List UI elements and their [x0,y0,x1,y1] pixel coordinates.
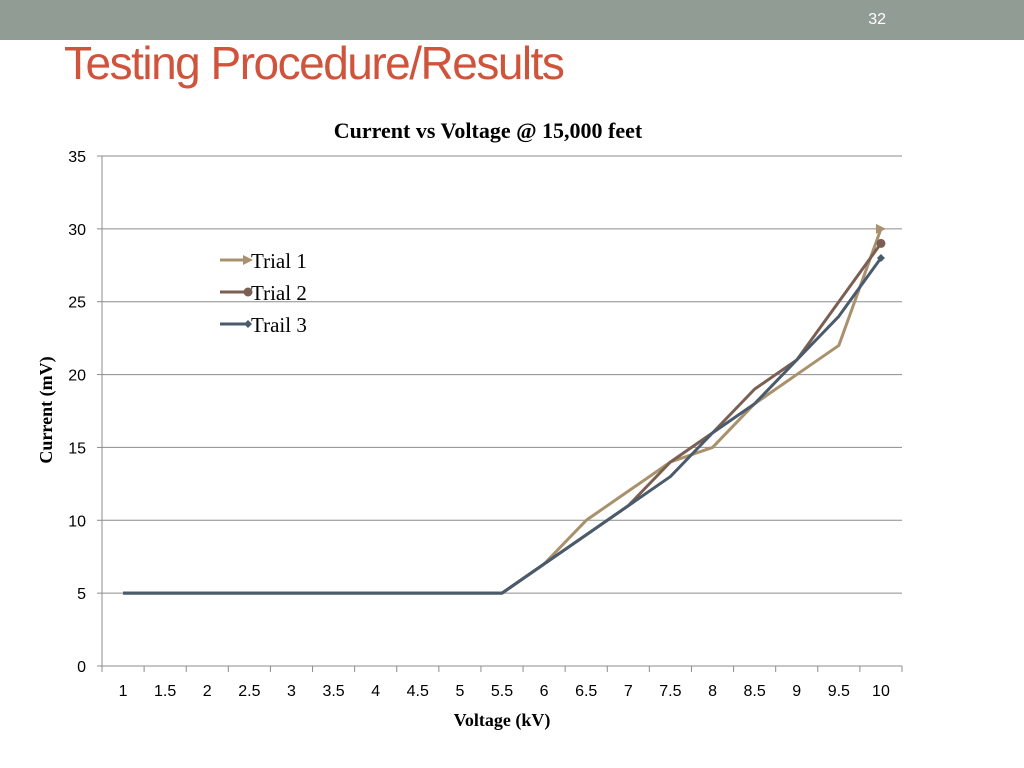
x-tick-label: 6.5 [575,683,597,700]
legend-item-2-label: Trial 2 [251,281,307,305]
chart-title: Current vs Voltage @ 15,000 feet [334,118,643,143]
x-tick-label: 2 [203,683,212,700]
legend-item-1-label: Trial 1 [251,249,307,273]
legend-item-1: Trial 1 [220,249,307,273]
x-tick-label: 4.5 [407,683,429,700]
x-axis-title: Voltage (kV) [454,710,551,731]
x-tick-label: 10 [872,683,890,700]
y-tick-label: 30 [68,222,86,239]
legend-item-2: Trial 2 [220,281,307,305]
slide-title: Testing Procedure/Results [64,37,565,89]
legend-item-1-marker [243,255,253,265]
series-2-marker [876,238,886,248]
axes [97,155,903,672]
series-2-line [123,242,883,595]
x-tick-label: 8.5 [744,683,766,700]
x-tick-label: 7 [624,683,633,700]
legend: Trial 1 Trial 2 Trail 3 [220,249,307,337]
x-tick-label: 5 [455,683,464,700]
x-tick-label: 1 [119,683,128,700]
legend-item-3-marker [244,320,252,328]
legend-item-2-marker [243,287,253,297]
y-axis-title: Current (mV) [36,356,57,463]
x-tick-label: 6 [540,683,549,700]
x-tick-label: 5.5 [491,683,513,700]
x-tick-label: 9 [792,683,801,700]
series-1 [123,223,886,595]
y-tick-label: 25 [68,295,86,312]
top-bar: 32 [0,0,1024,40]
x-tick-label: 3.5 [322,683,344,700]
y-tick-label: 15 [68,440,86,457]
y-tick-label: 0 [77,659,86,676]
x-tick-label: 1.5 [154,683,176,700]
x-tick-label: 4 [371,683,380,700]
x-tick-label: 7.5 [659,683,681,700]
tick-labels: 0 5 10 15 20 25 30 35 1 1.5 2 2.5 3 3.5 4 4.5 5 5.5 6 6.5 7 7… [68,149,890,700]
slide-number: 32 [868,11,886,28]
series-3-marker [876,254,885,262]
series-1-marker [875,223,886,234]
y-tick-label: 20 [68,368,86,385]
x-tick-label: 9.5 [828,683,850,700]
grid [102,155,902,594]
x-tick-label: 2.5 [238,683,260,700]
series-group [123,223,886,595]
y-tick-label: 10 [68,513,86,530]
x-tick-label: 3 [287,683,296,700]
legend-item-3-label: Trail 3 [251,313,307,337]
y-tick-label: 35 [68,149,86,166]
y-tick-label: 5 [77,586,86,603]
series-3-line [123,257,883,595]
legend-item-3: Trail 3 [220,313,307,337]
series-3 [123,254,885,595]
series-1-line [123,228,883,595]
x-tick-label: 8 [708,683,717,700]
line-chart: Current vs Voltage @ 15,000 feet 0510152… [36,118,903,731]
